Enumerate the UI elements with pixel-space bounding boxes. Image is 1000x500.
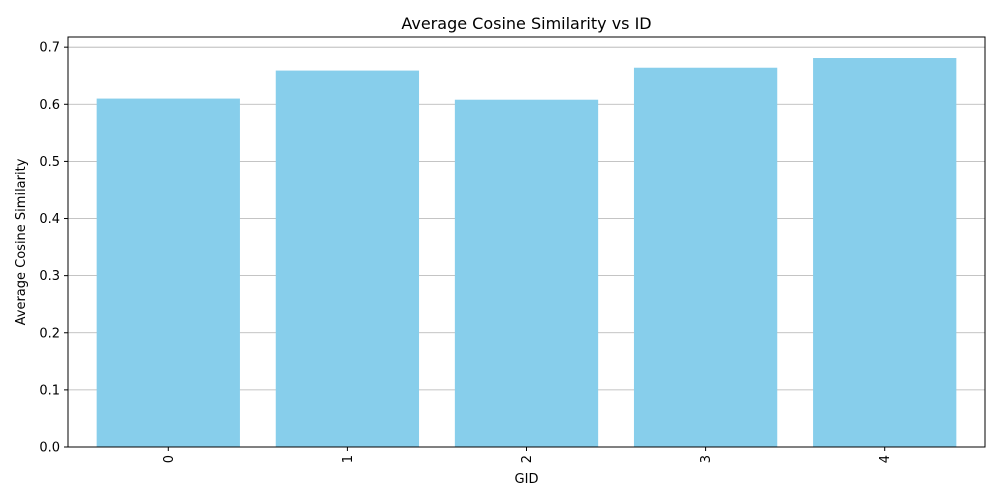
y-ticks: 0.0 0.1 0.2 0.3 0.4 0.5 0.6 0.7 bbox=[39, 41, 68, 456]
x-tick-label: 3 bbox=[699, 455, 714, 463]
bar-2 bbox=[454, 99, 599, 447]
y-tick-label: 0.0 bbox=[39, 441, 60, 456]
y-tick-label: 0.5 bbox=[39, 155, 60, 170]
x-tick-label: 0 bbox=[162, 455, 177, 463]
y-tick-label: 0.3 bbox=[39, 269, 60, 284]
x-ticks: 0 1 2 3 4 bbox=[162, 447, 893, 463]
bar-1 bbox=[275, 70, 420, 447]
y-tick-label: 0.1 bbox=[39, 383, 60, 398]
bars bbox=[96, 58, 957, 448]
y-tick-label: 0.7 bbox=[39, 41, 60, 56]
bar-3 bbox=[633, 67, 778, 447]
x-tick-label: 2 bbox=[520, 455, 535, 463]
x-tick-label: 1 bbox=[341, 455, 356, 463]
y-tick-label: 0.2 bbox=[39, 326, 60, 341]
y-axis-title: Average Cosine Similarity bbox=[14, 158, 29, 325]
x-tick-label: 4 bbox=[878, 455, 893, 463]
x-axis-title: GID bbox=[515, 472, 539, 487]
bar-4 bbox=[813, 58, 957, 448]
y-tick-label: 0.4 bbox=[39, 212, 60, 227]
bar-0 bbox=[96, 98, 240, 448]
y-tick-label: 0.6 bbox=[39, 98, 60, 113]
chart-title: Average Cosine Similarity vs ID bbox=[401, 14, 651, 33]
